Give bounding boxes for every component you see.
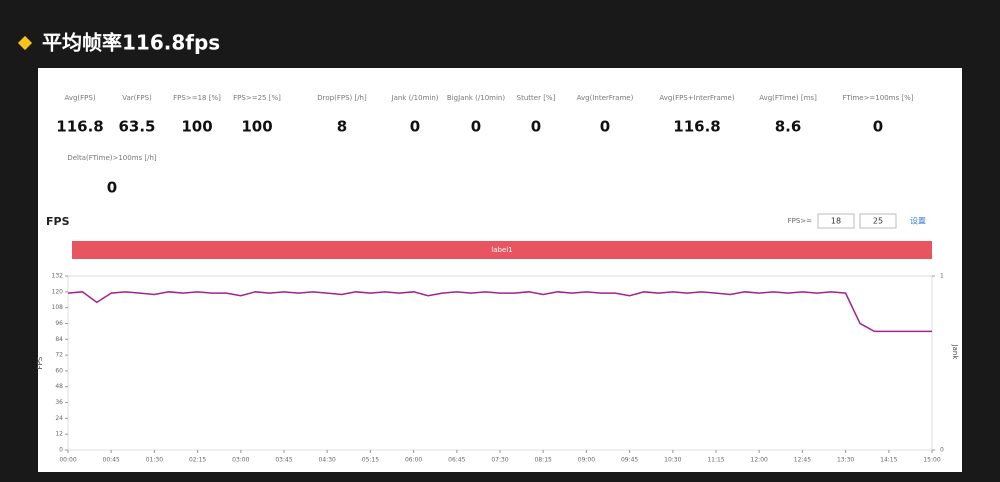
stat-label: Stutter [%] <box>517 94 556 102</box>
stat-value: 0 <box>410 118 420 136</box>
stat-label: Var(FPS) <box>122 94 152 102</box>
y-tick-label: 36 <box>55 399 63 406</box>
y-tick-label: 12 <box>55 431 63 438</box>
stat-value: 100 <box>241 118 272 136</box>
stat-label: Jank (/10min) <box>391 94 439 102</box>
stat-label: FTime>=100ms [%] <box>843 94 914 102</box>
stat-value: 0 <box>471 118 481 136</box>
stat-label: Delta(FTime)>100ms [/h] <box>67 154 157 162</box>
stat-label: Drop(FPS) [/h] <box>317 94 367 102</box>
stat-value: 8 <box>337 118 347 136</box>
threshold-input[interactable] <box>817 213 855 229</box>
x-tick-label: 12:45 <box>794 457 811 464</box>
y-tick-label: 0 <box>59 447 63 454</box>
stat-label: FPS>=25 [%] <box>233 94 281 102</box>
y-tick-label: 24 <box>55 415 63 422</box>
threshold-value: 18 <box>831 217 841 226</box>
bullet <box>17 35 33 51</box>
y-tick-label: 120 <box>52 288 64 295</box>
stat-label: Avg(FPS+InterFrame) <box>659 94 734 102</box>
stat-value: 116.8 <box>673 118 720 136</box>
x-tick-label: 02:15 <box>189 457 206 464</box>
stat-value: 0 <box>873 118 883 136</box>
stats: Avg(FPS) 116.8 Var(FPS) 63.5 FPS>=18 [%] 100 F… <box>56 94 913 197</box>
stat-value: 63.5 <box>118 118 155 136</box>
set-button[interactable]: 设置 <box>910 216 926 226</box>
x-tick-label: 00:45 <box>103 457 120 464</box>
fps-line <box>67 291 932 333</box>
x-tick-label: 06:00 <box>405 457 422 464</box>
y-tick-label: 72 <box>55 352 63 359</box>
x-tick-label: 09:45 <box>621 457 638 464</box>
stat-value: 0 <box>531 118 541 136</box>
y2-tick-label: 0 <box>940 447 944 454</box>
threshold-label: FPS>= <box>788 217 813 225</box>
x-tick-label: 05:15 <box>362 457 379 464</box>
x-tick-label: 14:15 <box>880 457 897 464</box>
y-tick-label: 96 <box>55 320 63 327</box>
threshold-input[interactable] <box>859 213 897 229</box>
x-tick-label: 07:30 <box>491 457 508 464</box>
x-tick-label: 06:45 <box>448 457 465 464</box>
x-tick-label: 01:30 <box>146 457 163 464</box>
chart-title: FPS <box>46 215 70 228</box>
label-band <box>72 241 932 259</box>
y-tick-label: 84 <box>55 336 63 343</box>
x-tick-label: 12:00 <box>751 457 768 464</box>
x-tick-label: 09:00 <box>578 457 595 464</box>
x-tick-label: 10:30 <box>664 457 681 464</box>
stat-value: 100 <box>181 118 212 136</box>
stat-value: 0 <box>107 179 117 197</box>
stat-value: 116.8 <box>56 118 103 136</box>
stat-label: Avg(FTime) [ms] <box>759 94 817 102</box>
report-panel <box>38 68 962 472</box>
threshold-value: 25 <box>873 217 883 226</box>
x-tick-label: 08:15 <box>535 457 552 464</box>
y-axis-label: FPS <box>36 356 44 369</box>
x-tick-label: 11:15 <box>707 457 724 464</box>
y2-axis-label: Jank <box>951 344 959 361</box>
x-tick-label: 03:45 <box>275 457 292 464</box>
header-title: 平均帧率116.8fps <box>42 31 220 55</box>
stat-value: 8.6 <box>775 118 802 136</box>
x-tick-label: 03:00 <box>232 457 249 464</box>
y-tick-label: 132 <box>52 273 64 280</box>
x-tick-label: 15:00 <box>923 457 940 464</box>
y-tick-label: 108 <box>52 304 64 311</box>
stat-label: FPS>=18 [%] <box>173 94 221 102</box>
stat-value: 0 <box>600 118 610 136</box>
stat-label: Avg(FPS) <box>64 94 95 102</box>
x-tick-label: 13:30 <box>837 457 854 464</box>
y2-tick-label: 1 <box>940 273 944 280</box>
chart: label1 0 12 24 36 48 60 72 84 96 108 120 132 0 1 00:00 0… <box>36 241 959 464</box>
controls: FPS>= 18 25 设置 <box>788 213 926 229</box>
stat-label: BigJank (/10min) <box>447 94 505 102</box>
band-label: label1 <box>491 246 512 254</box>
x-tick-label: 04:30 <box>319 457 336 464</box>
y-tick-label: 60 <box>55 367 63 374</box>
y-tick-label: 48 <box>55 383 63 390</box>
stat-label: Avg(InterFrame) <box>577 94 634 102</box>
x-tick-label: 00:00 <box>59 457 76 464</box>
